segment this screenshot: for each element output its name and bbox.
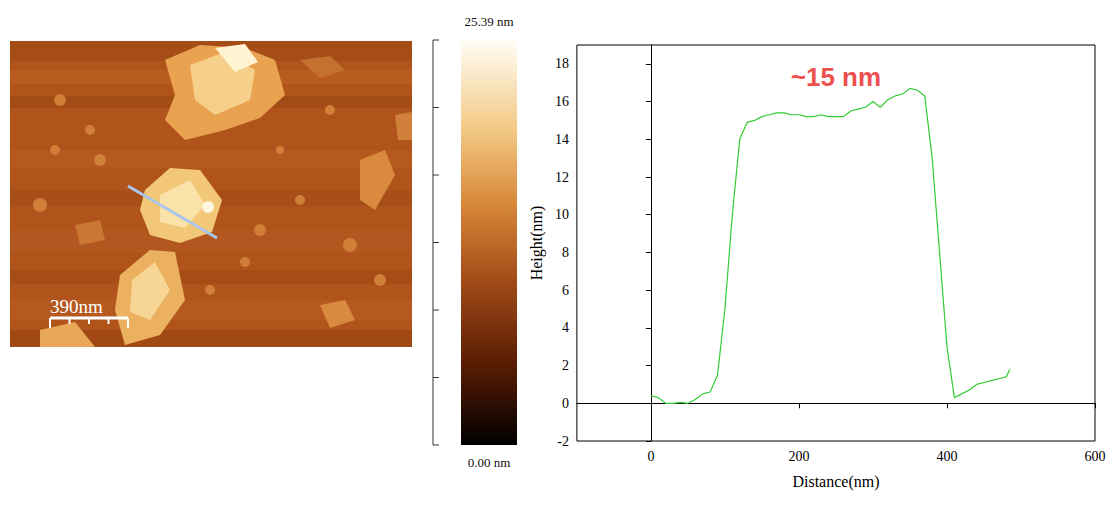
svg-text:-2: -2 xyxy=(557,434,569,449)
svg-text:18: 18 xyxy=(555,56,569,71)
svg-text:390nm: 390nm xyxy=(50,296,103,317)
svg-text:Distance(nm): Distance(nm) xyxy=(792,473,879,491)
svg-text:12: 12 xyxy=(555,170,569,185)
svg-text:6: 6 xyxy=(562,283,569,298)
svg-text:200: 200 xyxy=(788,449,809,464)
svg-text:2: 2 xyxy=(562,358,569,373)
svg-text:8: 8 xyxy=(562,245,569,260)
svg-text:4: 4 xyxy=(562,320,569,335)
svg-text:600: 600 xyxy=(1085,449,1106,464)
svg-text:25.39 nm: 25.39 nm xyxy=(464,14,513,29)
svg-text:400: 400 xyxy=(936,449,957,464)
svg-text:0: 0 xyxy=(562,396,569,411)
svg-text:16: 16 xyxy=(555,94,569,109)
svg-text:0.00 nm: 0.00 nm xyxy=(468,455,511,470)
svg-text:0: 0 xyxy=(647,449,654,464)
svg-text:Height(nm): Height(nm) xyxy=(528,206,546,281)
svg-text:14: 14 xyxy=(555,132,569,147)
svg-text:~15 nm: ~15 nm xyxy=(791,62,881,92)
svg-text:10: 10 xyxy=(555,207,569,222)
